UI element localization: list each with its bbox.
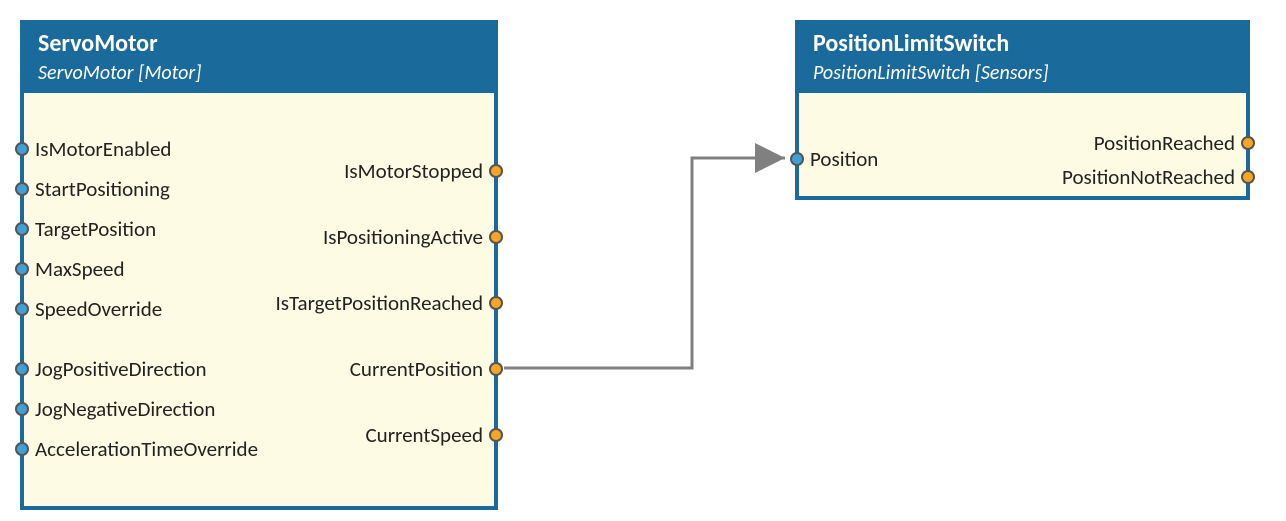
output-port-ismotorstopped[interactable]: IsMotorStopped — [344, 158, 503, 184]
output-port-ispositioningactive[interactable]: IsPositioningActive — [323, 224, 503, 250]
block-subtitle: ServoMotor [Motor] — [38, 61, 480, 85]
port-dot — [489, 164, 503, 178]
port-dot — [790, 152, 804, 166]
output-port-positionreached[interactable]: PositionReached — [1094, 130, 1255, 156]
output-port-istargetpositionreached[interactable]: IsTargetPositionReached — [275, 290, 503, 316]
port-label: JogPositiveDirection — [35, 356, 207, 382]
input-port-targetposition[interactable]: TargetPosition — [15, 216, 156, 242]
input-port-accelerationtimeoverride[interactable]: AccelerationTimeOverride — [15, 436, 258, 462]
port-dot — [489, 296, 503, 310]
input-port-startpositioning[interactable]: StartPositioning — [15, 176, 170, 202]
port-label: PositionReached — [1094, 130, 1235, 156]
port-dot — [489, 362, 503, 376]
block-body: IsMotorEnabled StartPositioning TargetPosi… — [24, 93, 494, 506]
port-dot — [1241, 136, 1255, 150]
block-subtitle: PositionLimitSwitch [Sensors] — [813, 61, 1232, 85]
port-dot — [15, 262, 29, 276]
output-port-currentspeed[interactable]: CurrentSpeed — [365, 422, 503, 448]
port-label: StartPositioning — [35, 176, 170, 202]
port-label: PositionNotReached — [1062, 164, 1235, 190]
port-label: SpeedOverride — [35, 296, 162, 322]
block-title: PositionLimitSwitch — [813, 30, 1232, 59]
port-dot — [15, 222, 29, 236]
port-dot — [15, 142, 29, 156]
port-label: IsMotorEnabled — [35, 136, 171, 162]
port-dot — [489, 230, 503, 244]
port-label: CurrentSpeed — [365, 422, 483, 448]
output-port-currentposition[interactable]: CurrentPosition — [350, 356, 503, 382]
input-port-jogpositivedirection[interactable]: JogPositiveDirection — [15, 356, 207, 382]
input-port-position[interactable]: Position — [790, 146, 878, 172]
block-positionlimitswitch[interactable]: PositionLimitSwitch PositionLimitSwitch … — [795, 20, 1250, 200]
port-label: JogNegativeDirection — [35, 396, 215, 422]
port-label: IsPositioningActive — [323, 224, 483, 250]
port-dot — [15, 182, 29, 196]
block-body: Position PositionReached PositionNotReache… — [799, 93, 1246, 196]
port-label: MaxSpeed — [35, 256, 125, 282]
port-dot — [489, 428, 503, 442]
port-dot — [15, 442, 29, 456]
input-port-ismotorenabled[interactable]: IsMotorEnabled — [15, 136, 171, 162]
port-label: Position — [810, 146, 878, 172]
port-label: AccelerationTimeOverride — [35, 436, 258, 462]
input-port-speedoverride[interactable]: SpeedOverride — [15, 296, 162, 322]
block-servomotor[interactable]: ServoMotor ServoMotor [Motor] IsMotorEna… — [20, 20, 498, 510]
input-port-maxspeed[interactable]: MaxSpeed — [15, 256, 125, 282]
port-label: IsMotorStopped — [344, 158, 483, 184]
input-port-jognegativedirection[interactable]: JogNegativeDirection — [15, 396, 215, 422]
output-port-positionnotreached[interactable]: PositionNotReached — [1062, 164, 1255, 190]
block-header: ServoMotor ServoMotor [Motor] — [24, 24, 494, 93]
port-label: TargetPosition — [35, 216, 156, 242]
block-header: PositionLimitSwitch PositionLimitSwitch … — [799, 24, 1246, 93]
port-dot — [15, 402, 29, 416]
port-dot — [15, 302, 29, 316]
port-dot — [1241, 170, 1255, 184]
block-title: ServoMotor — [38, 30, 480, 59]
port-label: IsTargetPositionReached — [275, 290, 483, 316]
connection-currentposition-position — [504, 158, 785, 368]
port-dot — [15, 362, 29, 376]
port-label: CurrentPosition — [350, 356, 483, 382]
